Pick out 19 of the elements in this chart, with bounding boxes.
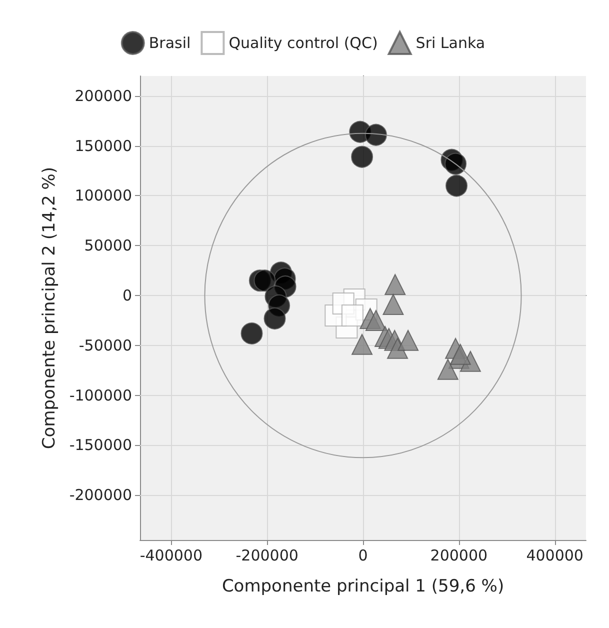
x-tick-label: 400000 xyxy=(526,546,584,564)
legend-label: Quality control (QC) xyxy=(228,34,378,52)
y-tick-label: -200000 xyxy=(69,486,132,504)
y-tick-label: 0 xyxy=(122,286,132,305)
x-tick-label: -200000 xyxy=(236,546,298,564)
x-tick-label: 0 xyxy=(358,546,368,564)
x-axis-title: Componente principal 1 (59,6 %) xyxy=(222,576,504,596)
x-tick-label: -400000 xyxy=(140,546,203,564)
x-tick-label: 200000 xyxy=(430,546,488,564)
y-tick-label: 100000 xyxy=(74,186,132,205)
legend-label: Sri Lanka xyxy=(416,34,486,52)
y-tick-label: -50000 xyxy=(78,336,132,354)
y-tick-label: 150000 xyxy=(74,136,132,155)
y-tick-label: -150000 xyxy=(69,436,132,454)
y-axis-title: Componente principal 2 (14,2 %) xyxy=(40,166,60,450)
legend-label: Brasil xyxy=(148,34,191,52)
y-tick-label: 200000 xyxy=(74,86,132,105)
y-tick-label: -100000 xyxy=(69,386,132,404)
y-tick-label: 50000 xyxy=(84,236,132,255)
